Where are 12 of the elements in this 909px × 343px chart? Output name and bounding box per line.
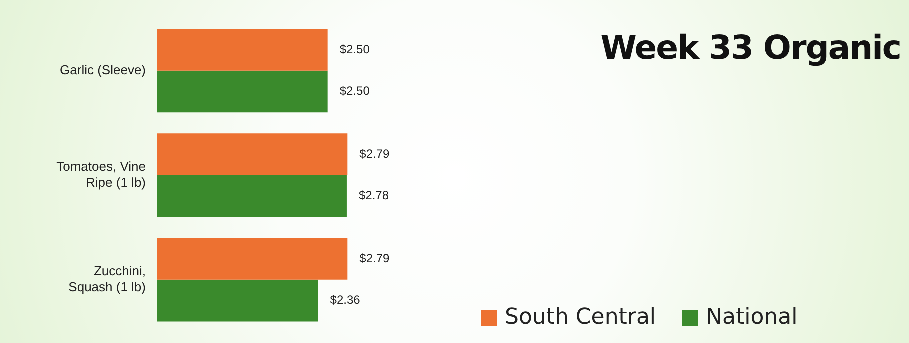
legend-label: National [706, 305, 798, 330]
data-label: $2.50 [340, 84, 370, 98]
y-tick-label: Garlic (Sleeve) [60, 62, 146, 78]
y-tick-label: Tomatoes, Vine Ripe (1 lb) [56, 159, 146, 190]
legend-label: South Central [505, 305, 656, 330]
data-label: $2.78 [358, 188, 390, 203]
data-label: $2.50 [340, 42, 370, 56]
y-tick-label: Zucchini, Squash (1 lb) [68, 264, 146, 294]
data-label: $2.79 [360, 251, 390, 266]
text: Week 33 Organic [600, 28, 901, 67]
data-label: $2.79 [360, 146, 390, 161]
data-label: $2.36 [330, 293, 361, 308]
